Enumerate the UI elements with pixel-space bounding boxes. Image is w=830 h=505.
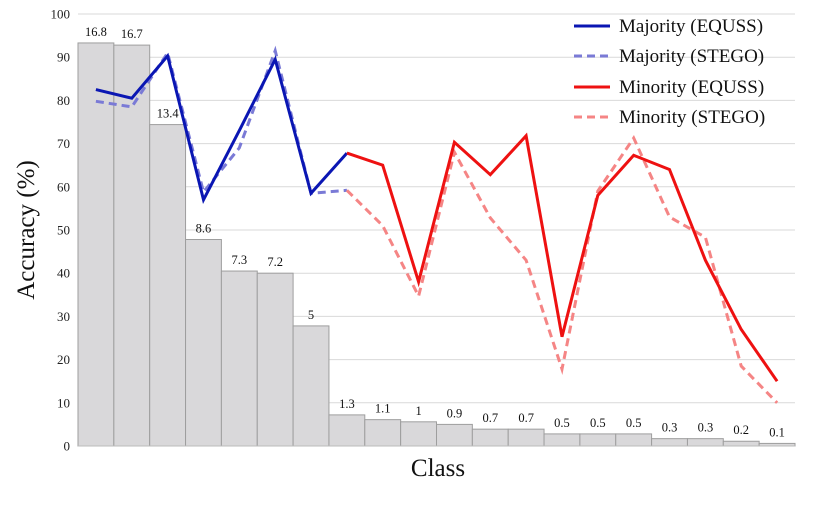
- y-tick-label: 30: [57, 309, 70, 324]
- bar: [651, 438, 688, 447]
- bar-label: 0.5: [590, 416, 606, 430]
- y-tick-label: 100: [51, 7, 71, 22]
- bar: [436, 423, 473, 447]
- bar-label: 0.3: [662, 421, 678, 435]
- bar: [615, 433, 653, 447]
- y-tick-label: 80: [57, 93, 70, 108]
- bar: [543, 433, 581, 447]
- y-tick-label: 70: [57, 136, 70, 151]
- bar-label: 0.5: [626, 416, 642, 430]
- bar: [292, 325, 330, 447]
- legend: Majority (EQUSS) Majority (STEGO) Minori…: [574, 16, 765, 128]
- bar: [686, 438, 724, 447]
- y-tick-label: 40: [57, 266, 70, 281]
- bar: [507, 428, 545, 447]
- bar: [77, 42, 115, 447]
- bar-label: 0.5: [554, 416, 570, 430]
- y-tick-label: 50: [57, 223, 70, 238]
- bar-label: 5: [308, 308, 314, 322]
- majority-equss-line: [95, 52, 349, 205]
- bar-label: 1.1: [375, 402, 391, 416]
- x-axis-title: Class: [411, 455, 465, 482]
- bar-label: 16.8: [85, 25, 107, 39]
- y-tick-label: 60: [57, 179, 70, 194]
- bar-label: 1.3: [339, 397, 355, 411]
- bar: [113, 44, 151, 447]
- bar-label: 0.7: [482, 411, 498, 425]
- accuracy-lines: [95, 45, 779, 404]
- bar: [328, 414, 366, 447]
- bar: [579, 433, 617, 447]
- bar-labels: 16.8 16.7 13.4 8.6 7.3 7.2 5 1.3 1.1 1 0.9 0.7 0.7 0.…: [85, 25, 785, 439]
- bar-label: 0.7: [518, 411, 534, 425]
- y-axis-ticks: 0 10 20 30 40 50 60 70 80 90 100: [51, 7, 71, 454]
- legend-label-minority-equss: Minority (EQUSS): [619, 77, 764, 98]
- legend-label-majority-stego: Majority (STEGO): [619, 46, 764, 67]
- bar-label: 16.7: [121, 27, 143, 41]
- y-tick-label: 20: [57, 352, 70, 367]
- legend-item-minority-equss: Minority (EQUSS): [574, 77, 764, 98]
- bar: [149, 124, 187, 447]
- legend-label-minority-stego: Minority (STEGO): [619, 107, 765, 128]
- legend-item-minority-stego: Minority (STEGO): [574, 107, 765, 128]
- bar-label: 0.1: [769, 425, 785, 439]
- y-tick-label: 90: [57, 50, 70, 65]
- y-tick-label: 0: [64, 439, 71, 454]
- y-axis-title: Accuracy (%): [13, 160, 40, 300]
- class-distribution-bars: [77, 42, 796, 447]
- bar-label: 0.2: [733, 423, 749, 437]
- legend-item-majority-equss: Majority (EQUSS): [574, 16, 763, 37]
- bar-label: 1: [415, 404, 421, 418]
- y-tick-label: 10: [57, 395, 70, 410]
- bar-label: 13.4: [157, 107, 180, 121]
- bar-label: 7.3: [232, 253, 248, 267]
- bar-label: 0.3: [698, 421, 714, 435]
- bar: [364, 419, 402, 447]
- bar: [400, 421, 437, 447]
- bar: [185, 239, 222, 447]
- legend-label-majority-equss: Majority (EQUSS): [619, 16, 763, 37]
- bar-label: 7.2: [267, 255, 283, 269]
- legend-item-majority-stego: Majority (STEGO): [574, 46, 764, 67]
- bar: [722, 440, 760, 447]
- minority-equss-line: [346, 132, 779, 383]
- bar-label: 0.9: [447, 406, 463, 420]
- bar-label: 8.6: [196, 222, 212, 236]
- bar: [471, 428, 509, 447]
- bar: [220, 270, 258, 447]
- minority-stego-line: [345, 134, 779, 404]
- bar: [256, 272, 294, 447]
